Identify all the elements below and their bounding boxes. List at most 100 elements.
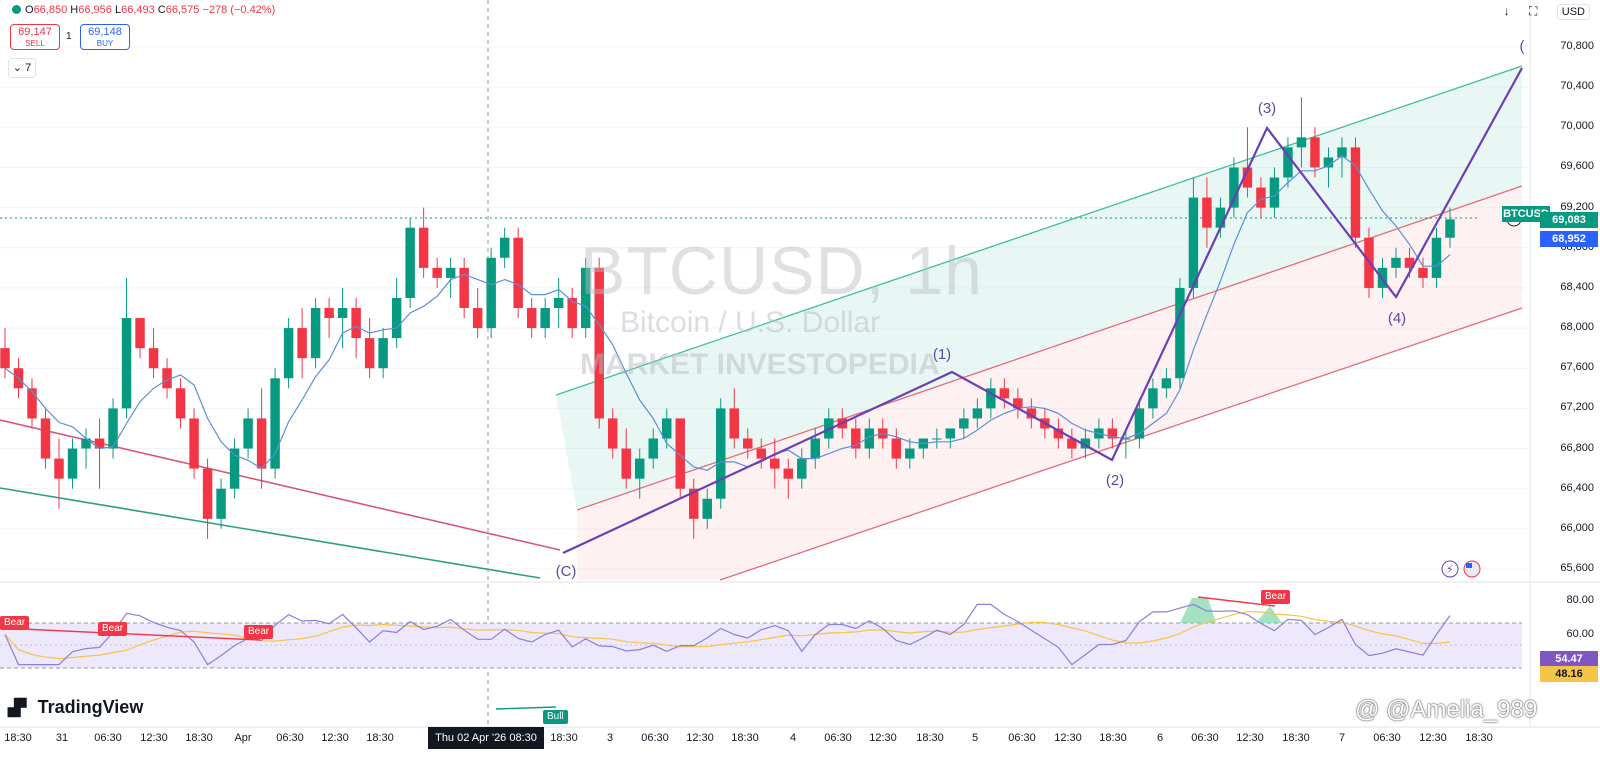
candle-body — [567, 297, 577, 329]
low-label: L — [114, 4, 122, 16]
watermark-symbol: BTCUSD, 1h — [580, 233, 983, 309]
wave-c-text: C — [560, 563, 572, 580]
watermark-brand: MARKET INVESTOPEDIA — [580, 348, 940, 381]
candle-body — [1229, 167, 1239, 208]
candle-body — [1350, 147, 1361, 238]
candle-body — [999, 388, 1010, 399]
fullscreen-icon[interactable]: ⛶ — [1529, 4, 1538, 18]
candle-body — [675, 418, 685, 489]
candle-body — [283, 328, 294, 379]
candle-body — [1256, 187, 1266, 208]
bear-badge-3: Bear — [244, 625, 274, 639]
watermark-name: Bitcoin / U.S. Dollar — [620, 306, 881, 339]
time-tick-label: 12:30 — [869, 732, 897, 744]
candle-body — [256, 418, 267, 469]
time-tick-label: 12:30 — [140, 732, 168, 744]
lower-channel-fill — [577, 186, 1522, 580]
indicators-toggle-button[interactable]: ⌄ 7 — [8, 58, 36, 78]
high-value: 66,956 — [78, 4, 112, 16]
candle-body — [891, 438, 902, 459]
buy-button[interactable]: 69,148 BUY — [80, 24, 130, 50]
candle-body — [594, 267, 604, 419]
threads-icon: @ — [1355, 696, 1380, 723]
bull-badge: Bull — [543, 710, 568, 724]
low-value: 66,493 — [121, 4, 155, 16]
price-tick-label: 70,000 — [1560, 120, 1594, 133]
spread-value: 1 — [66, 31, 72, 42]
sell-button[interactable]: 69,147 SELL — [10, 24, 60, 50]
candle-body — [1431, 237, 1442, 278]
download-icon[interactable]: ↓ — [1503, 4, 1510, 18]
time-tick-label: 12:30 — [1419, 732, 1447, 744]
candle-body — [1310, 137, 1320, 168]
sell-label: SELL — [25, 39, 45, 48]
last-price-tag: 69,083 — [1540, 212, 1598, 228]
candle-body — [648, 438, 658, 459]
candle-body — [1337, 147, 1347, 158]
candle-body — [135, 318, 145, 349]
candle-body — [432, 267, 442, 278]
price-tick-label: 66,000 — [1560, 521, 1594, 534]
wave-5-label: ( — [1519, 38, 1525, 55]
candle-body — [1161, 378, 1172, 389]
candle-body — [391, 297, 402, 339]
bear-badge-4: Bear — [1261, 590, 1291, 604]
candle-body — [580, 267, 591, 329]
time-tick-label: 12:30 — [321, 732, 349, 744]
time-tick-label: 18:30 — [916, 732, 944, 744]
candle-body — [1269, 177, 1280, 208]
currency-button[interactable]: USD — [1556, 4, 1590, 20]
candle-body — [189, 418, 199, 469]
ma-price-tag: 68,952 — [1540, 231, 1598, 247]
wave-4-label: (4) — [1387, 310, 1407, 327]
candle-body — [621, 448, 631, 479]
time-tick-label: 18:30 — [1099, 732, 1127, 744]
candle-body — [959, 418, 969, 429]
candle-body — [932, 438, 942, 440]
open-value: 66,850 — [33, 4, 68, 16]
rsi-ma-value-tag: 48.16 — [1540, 666, 1598, 682]
time-tick-label: 12:30 — [1236, 732, 1264, 744]
price-tick-label: 67,600 — [1560, 361, 1594, 374]
rsi-value-tag: 54.47 — [1540, 651, 1598, 667]
rsi-tick-label: 80.00 — [1566, 594, 1594, 606]
candle-body — [94, 438, 105, 449]
bull-divergence-line — [495, 706, 557, 710]
candle-body — [607, 418, 618, 449]
time-tick-label: 06:30 — [94, 732, 122, 744]
candle-body — [783, 468, 793, 479]
candle-body — [540, 308, 550, 329]
bear-badge-2: Bear — [98, 622, 128, 636]
rsi-overbought-fill — [1180, 598, 1216, 623]
price-tick-label: 65,600 — [1560, 562, 1594, 574]
candle-body — [972, 408, 983, 419]
candle-body — [1391, 257, 1401, 268]
candle-body — [445, 267, 456, 278]
candle-body — [986, 388, 996, 409]
candle-body — [716, 408, 726, 499]
time-tick-label: 06:30 — [276, 732, 304, 744]
time-tick-label: 06:30 — [1008, 732, 1036, 744]
high-label: H — [70, 4, 79, 16]
chevron-down-icon: ⌄ — [12, 62, 23, 74]
wave-c-label: (C) — [555, 563, 577, 580]
top-right-toolbar: ↓ ⛶ USD — [1488, 4, 1590, 20]
close-label: C — [157, 4, 166, 16]
candle-body — [743, 438, 753, 449]
candle-body — [1080, 438, 1091, 449]
candle-body — [1148, 388, 1158, 409]
candle-body — [1202, 197, 1212, 228]
candle-body — [1175, 287, 1185, 379]
time-tick-label: 12:30 — [686, 732, 714, 744]
candle-body — [810, 438, 821, 459]
candle-body — [662, 418, 672, 439]
tradingview-logo[interactable]: ▟▘ TradingView — [8, 697, 143, 718]
time-tick-label: 18:30 — [550, 732, 578, 744]
time-tick-label: 18:30 — [366, 732, 394, 744]
descending-red-line — [0, 419, 561, 551]
wave-1-label: (1) — [932, 346, 952, 363]
candle-body — [418, 227, 429, 268]
candle-body — [27, 388, 37, 419]
lightning-icon[interactable] — [1441, 560, 1459, 578]
